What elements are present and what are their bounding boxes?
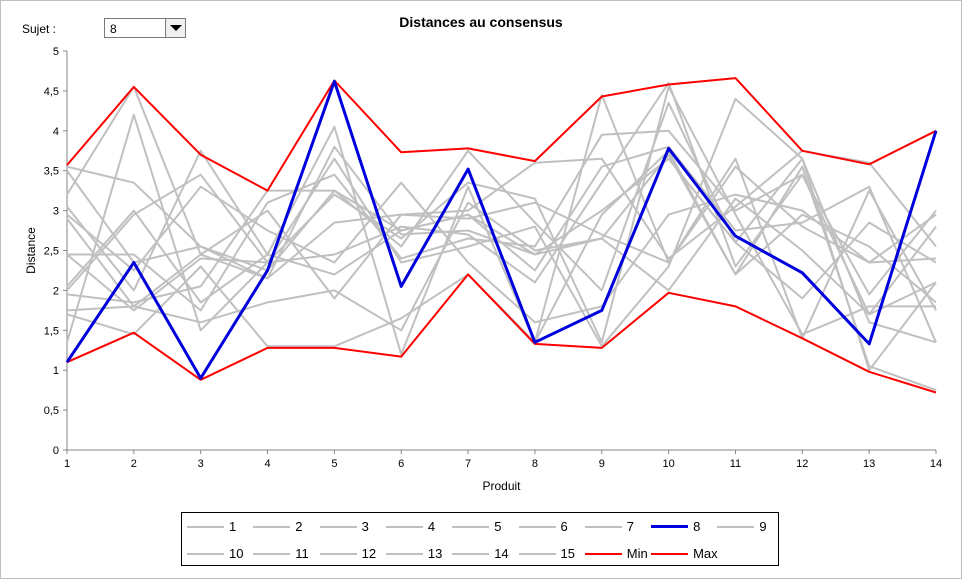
y-tick-label: 2 [53,285,59,297]
legend-label: 11 [295,546,309,561]
series-line-2 [66,93,937,356]
legend-swatch [717,526,755,528]
legend-label: 5 [494,519,502,534]
x-tick-label: 10 [662,458,674,470]
subject-label: Sujet : [22,22,57,36]
legend-swatch [385,553,423,555]
y-tick-label: 3 [53,206,59,218]
legend-label: 9 [759,519,767,534]
subject-dropdown[interactable]: 8 [104,18,186,38]
legend-label: 15 [560,546,575,561]
legend-swatch [385,526,423,528]
y-tick-label: 3,5 [44,166,59,178]
x-axis-label: Produit [482,479,521,493]
legend-swatch [452,553,490,555]
x-tick-label: 11 [730,458,741,470]
series-line-14 [66,145,937,308]
legend-label: 7 [626,519,635,534]
legend-label: 10 [229,546,244,561]
x-tick-label: 1 [64,458,70,470]
x-tick-label: 7 [465,458,471,470]
series-line-6 [66,181,937,324]
subject-dropdown-value: 8 [110,22,117,36]
legend-label: 1 [229,519,237,534]
legend-label: 6 [560,519,568,534]
legend-swatch [651,553,689,555]
legend-swatch [651,525,689,528]
series-line-4 [66,85,936,344]
series-line-10 [66,81,937,316]
legend-swatch [253,553,291,555]
y-tick-label: 4,5 [44,86,59,98]
x-tick-label: 5 [331,458,337,470]
series-line-15 [66,197,937,332]
legend-label: 12 [361,546,377,561]
y-tick-label: 2,5 [44,246,59,258]
legend-label: 13 [427,546,443,561]
legend-swatch [584,526,622,528]
y-tick-label: 0 [53,445,59,457]
x-tick-label: 3 [198,458,204,470]
series-line-9 [66,85,937,300]
x-tick-label: 8 [532,458,538,470]
x-tick-label: 13 [863,458,875,470]
x-tick-label: 12 [796,458,808,470]
legend-swatch [187,526,224,528]
legend-swatch [253,526,291,528]
y-tick-label: 1 [53,365,59,377]
legend-swatch [518,526,556,528]
series-line-8 [65,79,938,380]
legend-label: Min [626,546,648,561]
x-tick-label: 4 [264,458,270,470]
x-tick-label: 2 [131,458,137,470]
dropdown-arrow-button[interactable] [165,19,185,37]
series-line-min [66,273,937,394]
legend-label: 4 [427,519,436,534]
legend-label: 14 [494,546,509,561]
legend-label: 3 [361,519,369,534]
legend-swatch [319,526,357,528]
x-tick-label: 14 [930,458,942,470]
chart-title: Distances au consensus [399,14,563,30]
series-line-11 [66,157,937,304]
legend-label: Max [693,546,718,561]
y-tick-label: 1,5 [44,325,59,337]
chart-legend: 1 2 3 4 5 6 7 8 9 10 11 12 13 14 15 Min Max [181,512,779,566]
y-axis-label: Distance [24,227,38,274]
y-tick-label: 4 [53,126,59,138]
y-tick-label: 5 [53,46,59,58]
legend-label: 2 [295,519,303,534]
x-tick-label: 9 [599,458,605,470]
legend-swatch [187,553,224,555]
legend-label: 8 [693,519,701,534]
series-line-max [66,77,937,192]
legend-swatch [518,553,556,555]
y-tick-label: 0,5 [44,405,59,417]
legend-swatch [452,526,490,528]
legend-swatch [584,553,622,555]
chevron-down-icon [170,25,182,31]
legend-swatch [319,553,357,555]
series-line-13 [66,165,937,280]
x-tick-label: 6 [398,458,404,470]
